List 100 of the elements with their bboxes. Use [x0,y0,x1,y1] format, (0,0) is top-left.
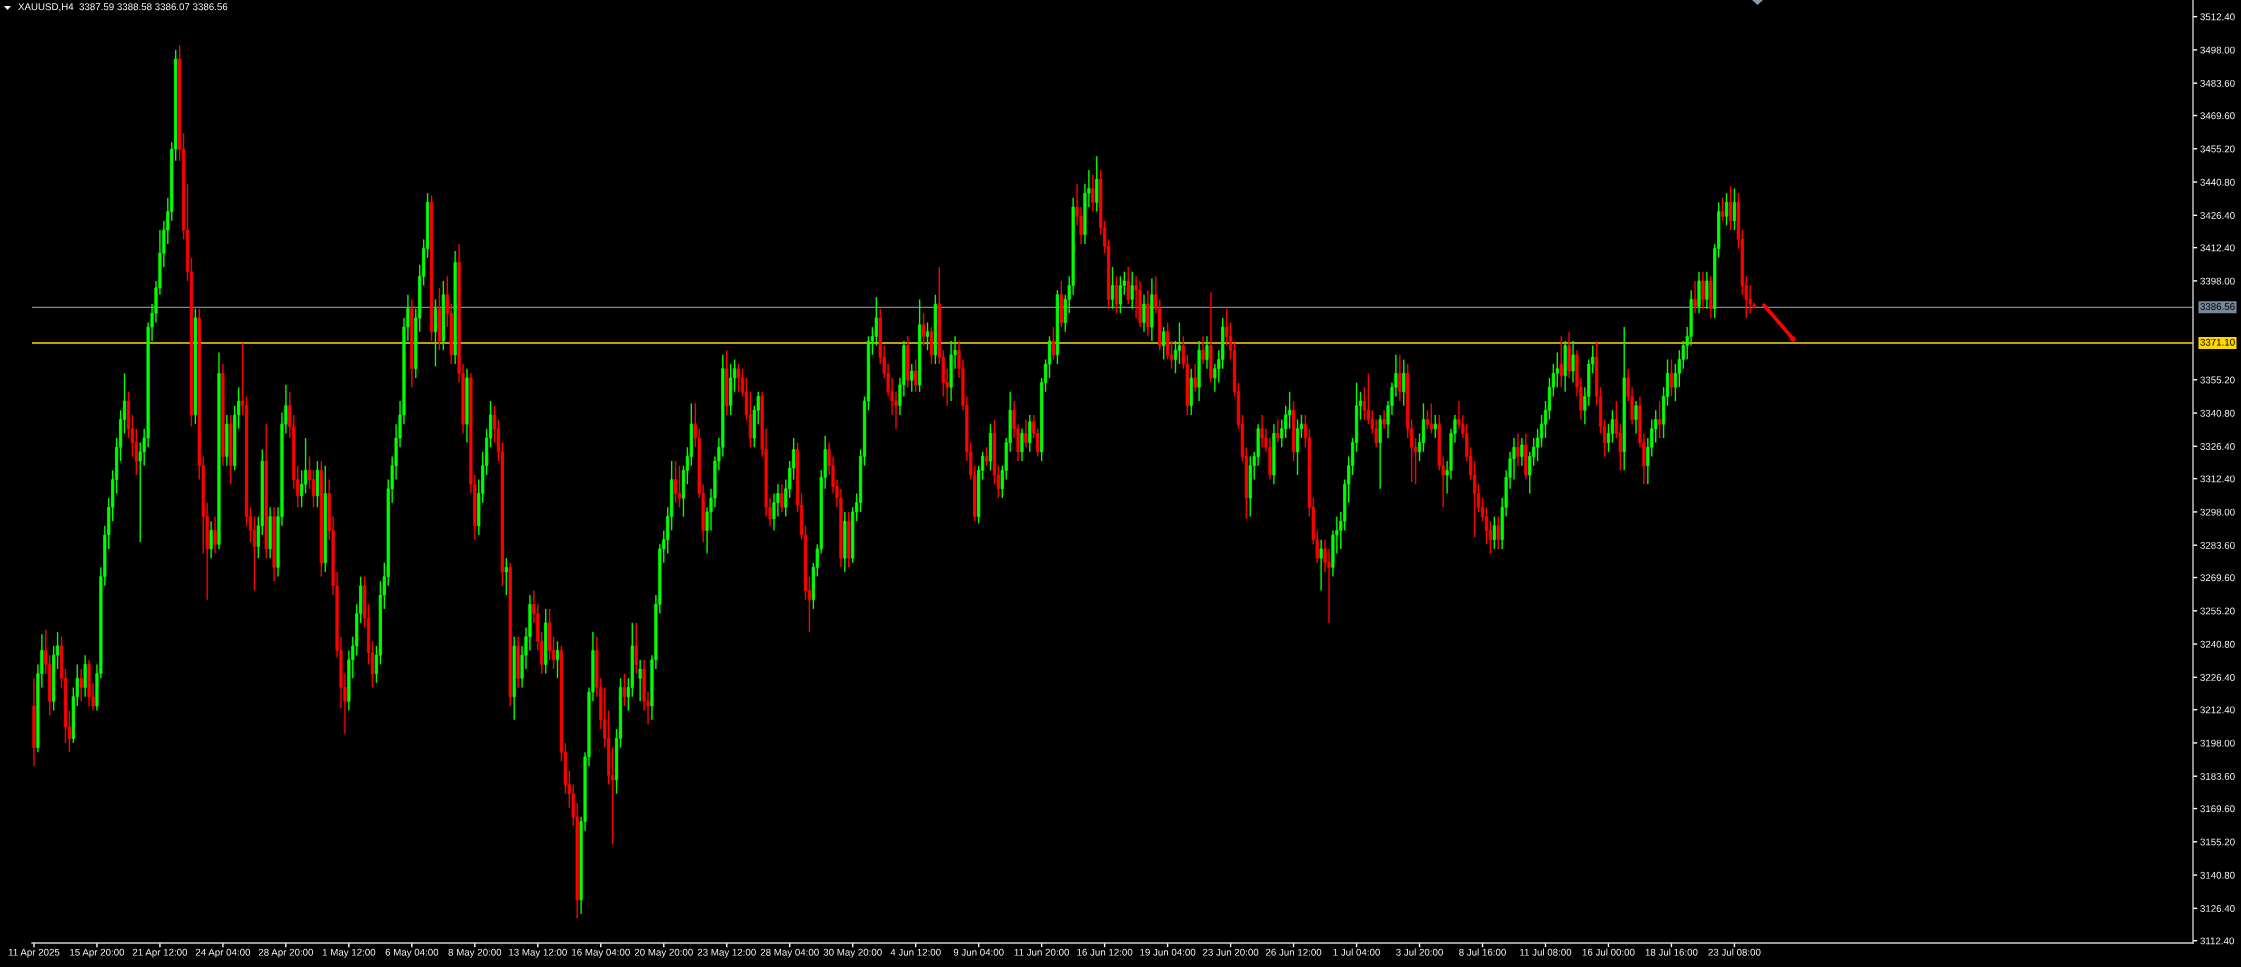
candlestick [914,358,918,393]
candlestick [673,460,678,504]
candlestick [1693,280,1697,314]
y-tick-label: 3355.20 [2200,376,2235,384]
candlestick [1288,391,1292,430]
candlestick [1425,409,1429,430]
y-tick-label: 3140.80 [2200,871,2235,879]
candlestick [1166,321,1170,361]
y-tick-label: 3283.60 [2200,541,2235,549]
candlestick [1110,266,1115,310]
candlestick [748,391,752,448]
candlestick [638,659,642,703]
candlestick [1362,386,1367,421]
candlestick [1366,372,1370,425]
candlestick [1051,326,1056,361]
x-tick-label: 16 Jun 12:00 [1077,948,1133,956]
candlestick [1146,289,1150,338]
y-tick-label: 3198.00 [2200,739,2235,747]
y-tick-label: 3483.60 [2200,79,2235,87]
y-tick-label: 3226.40 [2200,674,2235,681]
y-tick-label: 3398.00 [2200,277,2235,285]
x-tick-label: 11 Apr 2025 [8,948,60,958]
x-tick-label: 16 May 04:00 [572,948,630,958]
x-tick-label: 1 Jul 04:00 [1333,948,1380,956]
candlestick [1142,294,1146,333]
candlestick [1724,192,1729,227]
y-tick-label: 3155.20 [2200,838,2235,846]
y-tick-label: 3269.60 [2200,574,2235,582]
candlestick [1654,409,1658,444]
x-tick-label: 1 May 12:00 [322,948,376,958]
candlestick [1484,506,1489,545]
candlestick [1701,270,1705,310]
x-tick-label: 23 Jul 08:00 [1708,948,1761,956]
candlestick [1559,335,1563,388]
x-tick-label: 15 Apr 20:00 [70,948,125,958]
candlestick [1669,358,1674,398]
y-tick-label: 3426.40 [2200,212,2235,219]
candlestick [1732,187,1737,231]
candlestick [79,668,83,703]
candlestick [1205,335,1209,370]
candlestick [1162,326,1166,361]
x-tick-label: 28 Apr 20:00 [258,948,314,958]
candlestick [780,483,784,513]
candlestick [1114,275,1119,314]
x-tick-label: 21 Apr 12:00 [132,948,188,958]
candlestick [300,469,304,509]
candlestick [1193,363,1197,393]
x-tick-label: 26 Jun 12:00 [1265,948,1322,956]
candlestick [677,465,682,509]
x-tick-label: 23 Jun 20:00 [1202,948,1259,956]
candlestick [1118,275,1122,314]
x-tick-label: 9 Jun 04:00 [953,948,1004,956]
candlestick [504,557,508,596]
y-tick-label: 3512.40 [2200,13,2235,21]
candlestick [1634,400,1638,435]
candlestick [1728,185,1733,231]
y-tick-label: 3312.40 [2200,475,2235,483]
candlestick [1201,335,1205,365]
y-tick-label: 3469.60 [2200,112,2235,120]
x-tick-label: 13 May 12:00 [509,948,567,958]
candlestick [1516,432,1520,467]
y-tick-label: 3240.80 [2200,640,2235,648]
y-tick-label: 3298.00 [2200,508,2235,516]
candlestick [1020,428,1024,462]
x-tick-label: 3 Jul 20:00 [1396,948,1443,956]
candlestick [1705,270,1709,310]
candlestick [910,363,914,393]
x-tick-label: 30 May 20:00 [823,948,882,958]
x-tick-label: 18 Jul 16:00 [1645,948,1698,956]
x-tick-label: 16 Jul 00:00 [1582,948,1635,956]
x-tick-label: 19 Jun 04:00 [1140,948,1196,956]
candlestick [1429,402,1433,435]
y-tick-label: 3440.80 [2200,178,2235,186]
candlestick [1276,418,1280,444]
x-tick-label: 8 Jul 16:00 [1459,948,1506,956]
candlestick [984,446,989,467]
candlestick [1721,197,1725,222]
candlestick [1319,538,1323,592]
candlestick [1433,414,1437,439]
x-tick-label: 23 May 12:00 [697,948,756,958]
y-tick-label: 3340.80 [2200,409,2235,417]
candlestick [1421,402,1426,453]
y-tick-label: 3455.20 [2200,145,2235,153]
candlestick [1130,270,1134,310]
candlestick [1091,173,1095,213]
x-tick-label: 11 Jul 08:00 [1520,948,1572,956]
candlestick [1496,515,1500,550]
y-tick-label: 3326.40 [2200,443,2235,450]
y-tick-label: 3212.40 [2200,706,2235,714]
candlestick [1492,515,1496,550]
candlestick [303,437,308,495]
candlestick [1177,321,1182,365]
y-tick-label: 3255.20 [2200,607,2235,615]
y-tick-label: 3169.60 [2200,805,2235,813]
y-tick-label: 3412.40 [2200,244,2235,252]
candlestick [1658,400,1662,439]
candlestick [1473,460,1477,539]
ref-line-label: 3371.10 [2200,338,2235,346]
candlestick [1398,354,1402,402]
candlestick [1173,340,1178,375]
